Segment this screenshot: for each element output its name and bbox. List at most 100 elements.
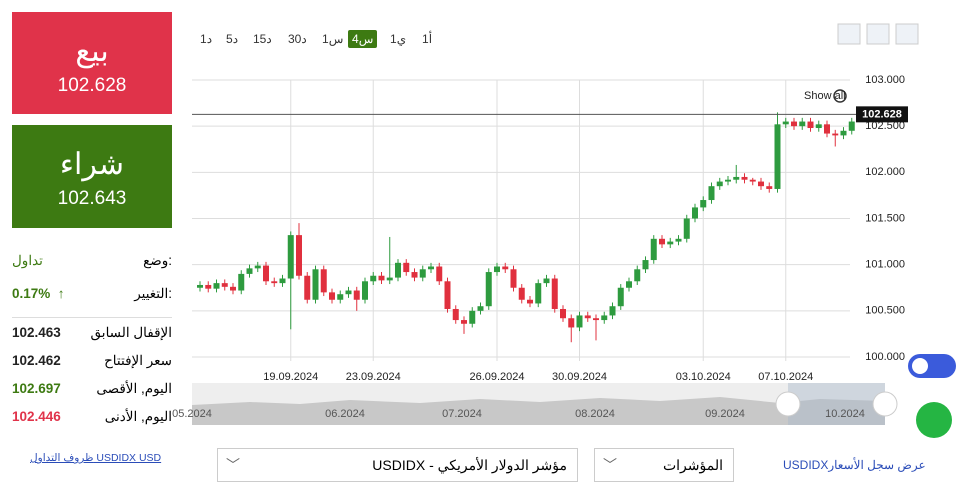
candle-body bbox=[791, 121, 797, 127]
stat-row: 102.462 سعر الإفتتاح bbox=[12, 353, 172, 369]
stat-value: 102.446 bbox=[12, 409, 61, 424]
candle-body bbox=[692, 207, 698, 219]
timeframe-button[interactable]: 1د bbox=[200, 32, 213, 46]
candle-body bbox=[733, 176, 740, 180]
show-all: Show all bbox=[804, 90, 846, 102]
candle-body bbox=[601, 315, 608, 321]
change-arrow: ↑ bbox=[57, 286, 65, 301]
timeframe-button[interactable]: 1أ bbox=[422, 32, 433, 46]
sell-button[interactable]: بيع 102.628 bbox=[12, 12, 172, 114]
candle-body bbox=[758, 181, 764, 187]
y-tick-label: 100.000 bbox=[865, 351, 905, 363]
instrument: USDIDX - مؤشر الدولار الأمريكي bbox=[372, 456, 567, 473]
candle-body bbox=[221, 283, 228, 287]
timeframe-button[interactable]: س4 bbox=[348, 30, 378, 48]
stat-label: الإقفال السابق bbox=[90, 325, 172, 340]
candle-body bbox=[708, 186, 715, 201]
y-tick-label: 101.000 bbox=[865, 259, 905, 271]
tool-icon[interactable] bbox=[866, 23, 890, 45]
y-tick-label: 103.000 bbox=[865, 74, 905, 86]
stat-label: سعر الإفتتاح bbox=[104, 353, 172, 368]
navigator-label: 09.2024 bbox=[705, 408, 745, 420]
candle-body bbox=[329, 292, 335, 300]
candle-body bbox=[659, 238, 665, 245]
category: المؤشرات bbox=[662, 456, 723, 473]
candle-body bbox=[337, 294, 344, 300]
candle-body bbox=[683, 218, 690, 239]
x-tick-label: 07.10.2024 bbox=[758, 371, 813, 383]
timeframe-button[interactable]: 5د bbox=[226, 32, 239, 46]
y-tick-label: 102.500 bbox=[865, 120, 905, 132]
zoom-icon[interactable] bbox=[833, 89, 847, 103]
candle-body bbox=[461, 320, 467, 324]
candle-body bbox=[650, 238, 657, 261]
candle-body bbox=[213, 283, 220, 289]
stat-row: 102.697 اليوم, الأقصى bbox=[12, 381, 172, 397]
sell-price: 102.628 bbox=[57, 75, 127, 96]
x-tick-label: 30.09.2024 bbox=[552, 371, 607, 383]
candle-body bbox=[353, 290, 360, 300]
candle-body bbox=[576, 315, 583, 328]
toggle-knob bbox=[912, 358, 928, 374]
candle-body bbox=[749, 179, 756, 182]
candle-body bbox=[395, 262, 401, 278]
status-label: وضع: bbox=[143, 253, 172, 268]
candle-body bbox=[667, 241, 674, 245]
candle-body bbox=[403, 262, 410, 273]
candle-body bbox=[840, 130, 847, 136]
sell-label: بيع bbox=[75, 35, 109, 68]
timeframe-button[interactable]: 1س bbox=[322, 32, 344, 46]
change-value: 0.17% bbox=[12, 286, 51, 301]
candle-body bbox=[700, 200, 707, 208]
candle-body bbox=[469, 310, 476, 324]
instrument-select[interactable]: ﹀ USDIDX - مؤشر الدولار الأمريكي bbox=[217, 448, 578, 482]
candle-body bbox=[535, 283, 542, 304]
candle-body bbox=[279, 278, 286, 284]
navigator-handle[interactable] bbox=[872, 391, 898, 417]
candle-body bbox=[494, 266, 500, 273]
candle-body bbox=[502, 266, 509, 270]
candle-body bbox=[782, 121, 789, 125]
candle-body bbox=[593, 318, 599, 321]
candle-body bbox=[799, 121, 806, 127]
trading-conditions-link[interactable]: ظروف التداول USDIDX USD bbox=[30, 452, 162, 464]
whatsapp-button[interactable] bbox=[916, 402, 952, 438]
candle-body bbox=[766, 186, 773, 189]
current-price-label: 102.628 bbox=[862, 108, 902, 120]
candle-body bbox=[287, 235, 294, 279]
candle-body bbox=[626, 281, 632, 288]
candle-body bbox=[205, 284, 212, 289]
tool-icon[interactable] bbox=[895, 23, 919, 45]
buy-price: 102.643 bbox=[57, 188, 127, 209]
x-tick-label: 03.10.2024 bbox=[676, 371, 731, 383]
candle-body bbox=[263, 265, 269, 282]
candle-body bbox=[386, 277, 393, 281]
candle-body bbox=[428, 266, 434, 270]
navigator-handle[interactable] bbox=[775, 391, 801, 417]
candle-body bbox=[485, 272, 492, 307]
candle-body bbox=[362, 281, 368, 300]
candle-body bbox=[304, 275, 311, 300]
buy-button[interactable]: شراء 102.643 bbox=[12, 125, 172, 228]
y-tick-label: 100.500 bbox=[865, 305, 905, 317]
navigator-label: 07.2024 bbox=[442, 408, 482, 420]
timeframe-button[interactable]: 30د bbox=[288, 32, 307, 46]
history-link[interactable]: USDIDXعرض سجل الأسعار bbox=[783, 458, 926, 472]
stat-value: 102.697 bbox=[12, 381, 61, 396]
stat-value: 102.463 bbox=[12, 325, 61, 340]
tool-icon[interactable] bbox=[837, 23, 861, 45]
chart: 19.09.2024 23.09.2024 26.09.2024 30.09.2024… bbox=[172, 23, 956, 438]
candle-body bbox=[609, 306, 616, 316]
current-price-box bbox=[856, 106, 908, 123]
candle-body bbox=[271, 281, 278, 284]
stat-row: 102.463 الإقفال السابق bbox=[12, 325, 172, 341]
candle-body bbox=[634, 269, 641, 282]
candle-body bbox=[560, 308, 566, 319]
timeframe-button[interactable]: 1ي bbox=[390, 32, 407, 46]
timeframe-button[interactable]: 15د bbox=[253, 32, 272, 46]
candle-body bbox=[543, 278, 550, 284]
navigator-window[interactable] bbox=[788, 383, 885, 425]
category-select[interactable]: ﹀ المؤشرات bbox=[594, 448, 734, 482]
buy-label: شراء bbox=[59, 148, 125, 181]
candle-body bbox=[230, 286, 236, 291]
